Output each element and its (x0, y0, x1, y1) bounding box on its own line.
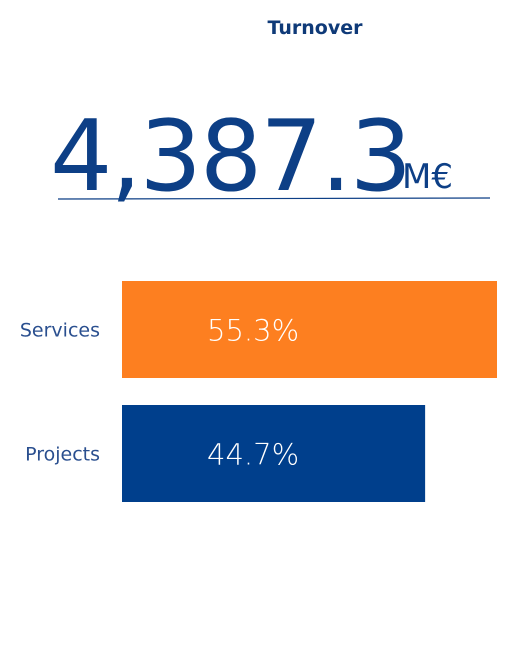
value-label: 55.3% (207, 314, 299, 348)
headline-value: 4,387.3 (50, 100, 410, 214)
category-label: Projects (25, 444, 100, 466)
category-label: Services (20, 320, 100, 342)
bar (122, 281, 497, 378)
headline-unit: M€ (402, 157, 453, 197)
value-label: 44.7% (207, 438, 299, 472)
bar (122, 405, 426, 502)
chart-title: Turnover (268, 17, 364, 39)
headline-underline (57, 197, 491, 200)
